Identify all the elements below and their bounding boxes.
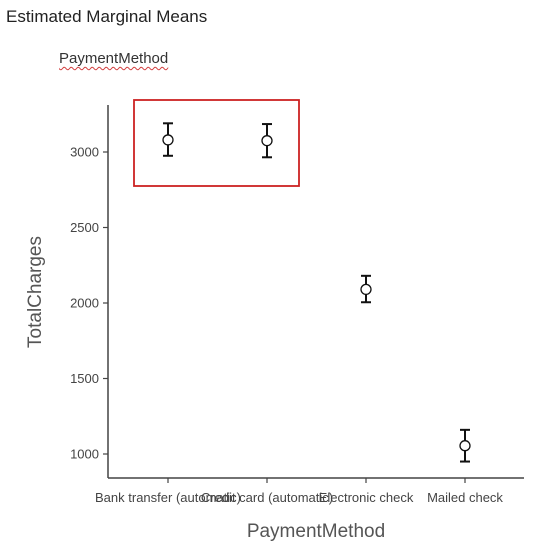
mean-point <box>360 283 372 296</box>
error-bar <box>261 123 273 159</box>
section-label: PaymentMethod <box>59 50 169 67</box>
x-tick-label: Credit card (automatic) <box>201 490 333 505</box>
y-tick-label: 2500 <box>70 220 99 235</box>
y-axis-title: TotalCharges <box>25 236 46 348</box>
y-axis-ticks: 1000 1500 2000 2500 3000 <box>70 145 108 462</box>
y-tick-label: 1000 <box>70 447 99 462</box>
mean-point <box>261 135 273 147</box>
y-tick-label: 2000 <box>70 296 99 311</box>
plot-marks <box>162 122 471 463</box>
x-tick-label: Mailed check <box>427 490 503 505</box>
page-title: Estimated Marginal Means <box>6 7 208 26</box>
mean-point <box>459 440 471 452</box>
error-bar <box>360 274 372 304</box>
x-axis-ticks: Bank transfer (automatic)Credit card (au… <box>95 478 503 505</box>
x-axis-title: PaymentMethod <box>247 521 385 542</box>
x-tick-label: Bank transfer (automatic) <box>95 490 241 505</box>
error-bar <box>162 122 174 157</box>
x-tick-label: Electronic check <box>319 490 414 505</box>
y-tick-label: 1500 <box>70 371 99 386</box>
mean-point <box>162 134 174 146</box>
highlight-box <box>133 99 300 187</box>
error-bar <box>459 428 471 463</box>
y-tick-label: 3000 <box>70 145 99 160</box>
